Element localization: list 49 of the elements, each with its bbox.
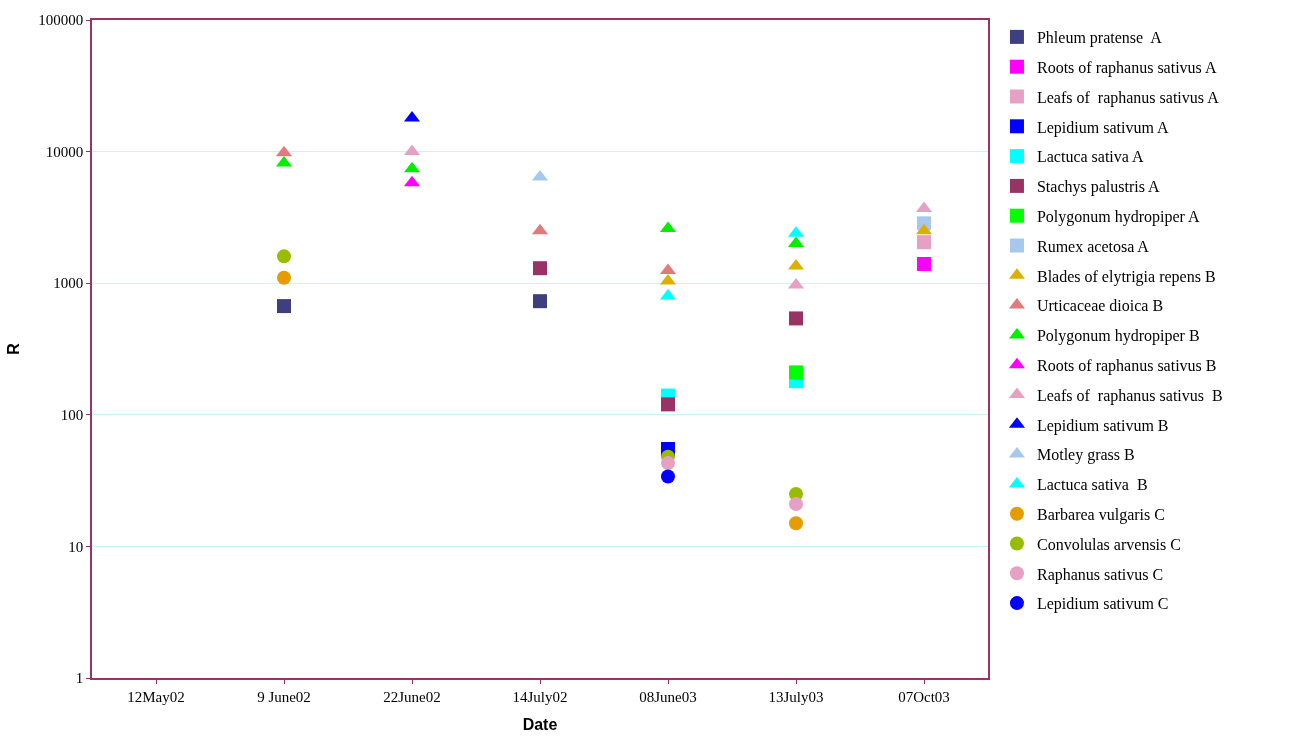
legend-label: Phleum pratense A (1036, 29, 1163, 48)
legend-label: Urticaceae dioica B (1036, 297, 1164, 315)
x-tick-label: 13July03 (768, 688, 824, 705)
legend-label: Raphanus sativus C (1036, 565, 1164, 584)
y-axis-title: R (4, 342, 22, 355)
legend-label: Roots of raphanus sativus B (1036, 356, 1217, 375)
y-tick-label: 1000 (53, 275, 84, 292)
x-tick-label: 22June02 (383, 688, 441, 705)
legend-label: Blades of elytrigia repens B (1036, 267, 1216, 286)
legend-label: Leafs of raphanus sativus A (1036, 88, 1220, 107)
point (277, 249, 291, 264)
y-tick-label: 1 (75, 670, 84, 687)
legend-label: Lepidium sativum C (1036, 595, 1169, 614)
legend-label: Barbarea vulgaris C (1036, 505, 1165, 524)
legend-label: Polygonum hydropiper B (1036, 327, 1200, 346)
legend-label: Roots of raphanus sativus A (1036, 58, 1217, 77)
point (533, 294, 547, 309)
legend-label: Leafs of raphanus sativus B (1036, 386, 1223, 405)
legend-label: Lepidium sativum A (1036, 118, 1169, 137)
point (277, 299, 291, 314)
x-tick-label: 12May02 (127, 688, 185, 705)
y-tick-label: 100 (60, 407, 84, 424)
x-tick-label: 9 June02 (257, 688, 311, 705)
point (789, 497, 803, 511)
legend-label: Stachys palustris A (1036, 178, 1161, 197)
point (661, 469, 675, 484)
legend-label: Convolulas arvensis C (1036, 535, 1181, 553)
legend-label: Rumex acetosa A (1036, 237, 1150, 255)
point (789, 365, 803, 380)
x-tick-label: 07Oct03 (898, 688, 950, 705)
y-tick-label: 100000 (38, 12, 84, 29)
x-axis-title: Date (522, 715, 558, 733)
point (661, 456, 675, 471)
point (917, 235, 931, 250)
point (661, 397, 675, 412)
legend-label: Lactuca sativa B (1036, 476, 1148, 494)
point (277, 270, 291, 285)
legend-label: Lactuca sativa A (1036, 148, 1145, 166)
x-tick-label: 14July02 (512, 688, 568, 705)
legend-label: Motley grass B (1036, 446, 1135, 465)
point (533, 261, 547, 276)
point (789, 311, 803, 326)
legend-label: Lepidium sativum B (1036, 416, 1169, 435)
legend-label: Polygonum hydropiper A (1036, 207, 1201, 226)
y-tick-label: 10 (68, 538, 84, 555)
point (917, 256, 931, 271)
y-tick-label: 10000 (45, 143, 84, 160)
x-tick-label: 08June03 (639, 688, 697, 705)
point (789, 516, 803, 531)
